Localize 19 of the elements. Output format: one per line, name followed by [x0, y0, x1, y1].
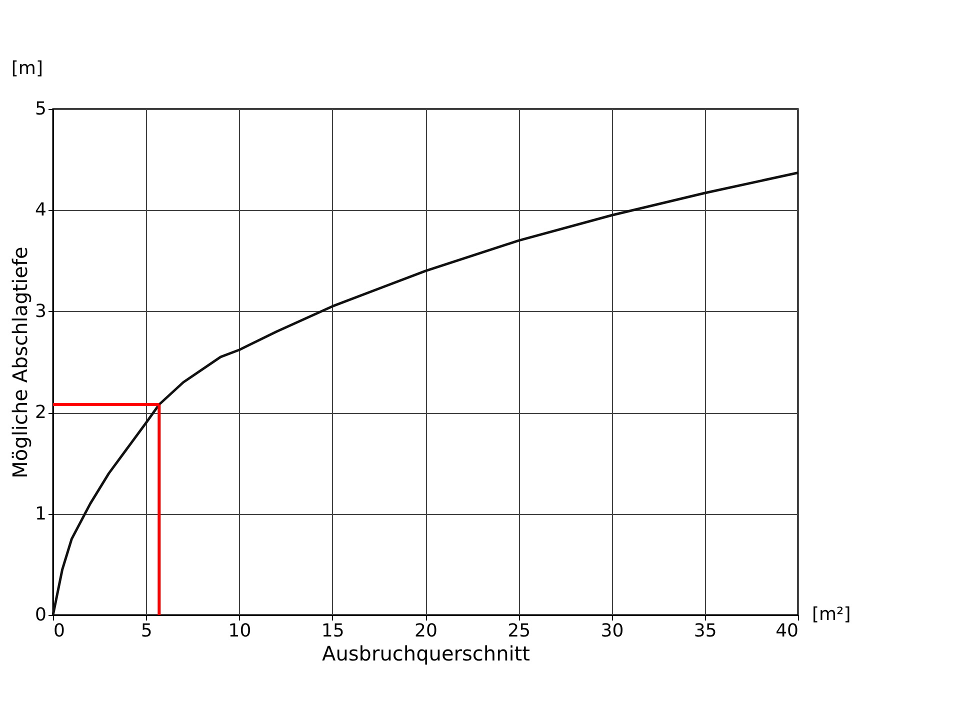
text: [m²]	[812, 604, 851, 625]
y-tick-label: 5	[35, 98, 46, 120]
y-tick-label: 1	[35, 503, 46, 524]
x-tick-label: 10	[228, 620, 252, 642]
x-tick-label: 35	[694, 620, 717, 642]
x-tick-label: 25	[508, 620, 531, 642]
x-tick-label: 40	[776, 620, 798, 642]
y-tick-label: 0	[35, 604, 46, 626]
y-tick-label: 2	[35, 402, 46, 424]
x-tick-label: 20	[414, 620, 438, 642]
text: [m]	[11, 58, 43, 79]
x-axis-title: Ausbruchquerschnitt	[322, 642, 530, 666]
x-tick-label: 0	[54, 620, 65, 642]
x-tick-label: 5	[140, 620, 152, 642]
y-tick-label: 3	[35, 300, 46, 322]
y-tick-label: 4	[35, 200, 46, 221]
x-tick-label: 15	[321, 620, 344, 642]
y-axis-title: Mögliche Abschlagtiefe	[8, 246, 32, 478]
x-tick-label: 30	[600, 620, 624, 642]
